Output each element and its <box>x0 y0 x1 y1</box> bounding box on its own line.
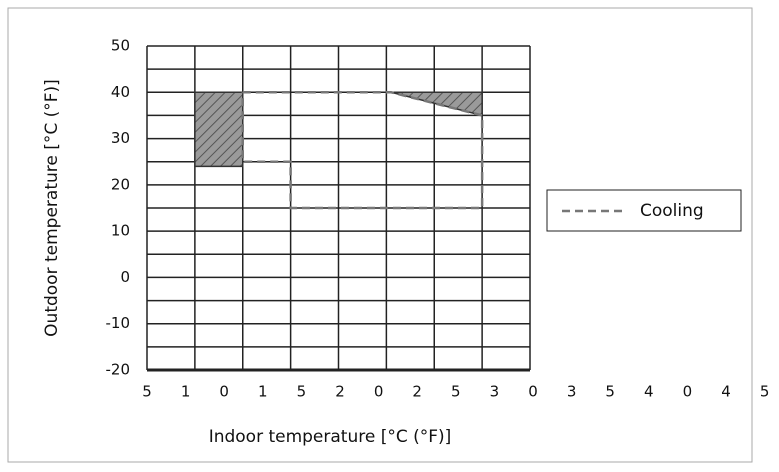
y-tick-label: -20 <box>106 361 131 379</box>
y-tick-label: 0 <box>120 268 130 286</box>
y-tick-label: 50 <box>111 37 130 55</box>
x-tick-label: 5 <box>760 383 770 401</box>
y-tick-label: -10 <box>106 314 131 332</box>
x-tick-label: 4 <box>721 383 731 401</box>
frame <box>7 7 753 463</box>
x-tick-label: 5 <box>297 383 307 401</box>
hatched-region <box>194 91 244 168</box>
x-tick-label: 0 <box>528 383 538 401</box>
x-tick-label: 5 <box>451 383 461 401</box>
x-tick-label: 4 <box>644 383 654 401</box>
x-tick-label: 0 <box>683 383 693 401</box>
y-axis-label: Outdoor temperature [°C (°F)] <box>42 79 62 337</box>
x-tick-label: 5 <box>142 383 152 401</box>
series-outline <box>241 91 484 210</box>
y-tick-label: 40 <box>111 83 130 101</box>
x-tick-label: 2 <box>412 383 422 401</box>
legend: Cooling <box>546 189 742 232</box>
x-tick-label: 2 <box>335 383 345 401</box>
x-tick-label: 0 <box>219 383 229 401</box>
y-tick-label: 10 <box>111 222 130 240</box>
legend-label: Cooling <box>640 201 704 221</box>
x-tick-label: 1 <box>181 383 191 401</box>
x-tick-label: 0 <box>374 383 384 401</box>
x-axis-label: Indoor temperature [°C (°F)] <box>209 427 452 447</box>
x-tick-label: 3 <box>490 383 500 401</box>
x-tick-label: 5 <box>605 383 615 401</box>
x-tick-label: 3 <box>567 383 577 401</box>
y-tick-label: 20 <box>111 175 130 193</box>
x-tick-label: 1 <box>258 383 268 401</box>
y-tick-label: 30 <box>111 129 130 147</box>
